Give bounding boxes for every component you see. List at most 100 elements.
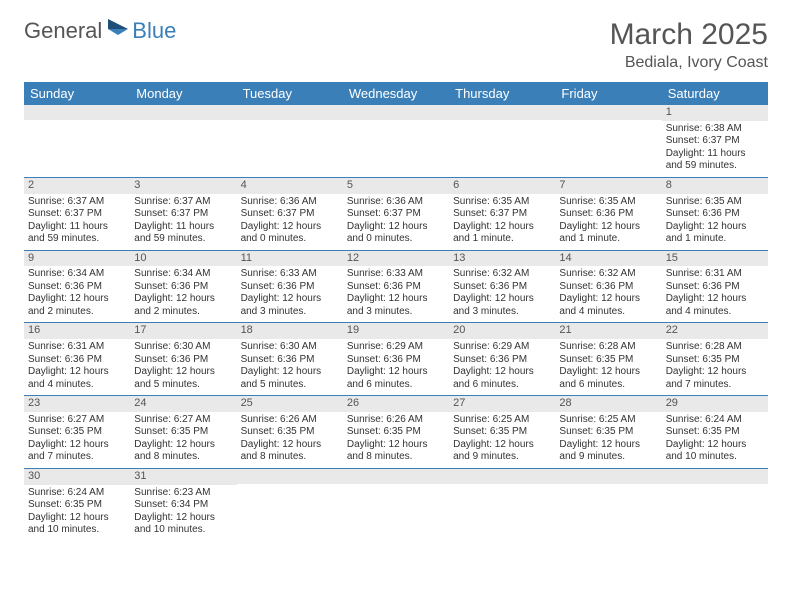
page-title: March 2025 — [610, 18, 768, 52]
calendar-row: 16 Sunrise: 6:31 AMSunset: 6:36 PMDayligh… — [24, 323, 768, 396]
calendar-cell: 6 Sunrise: 6:35 AMSunset: 6:37 PMDaylight… — [449, 177, 555, 250]
calendar-row: 23 Sunrise: 6:27 AMSunset: 6:35 PMDayligh… — [24, 396, 768, 469]
day-details: Sunrise: 6:36 AMSunset: 6:37 PMDaylight:… — [347, 196, 445, 246]
day-details: Sunrise: 6:31 AMSunset: 6:36 PMDaylight:… — [666, 268, 764, 318]
day-number: 28 — [555, 396, 661, 412]
calendar-cell — [662, 468, 768, 540]
day-details: Sunrise: 6:34 AMSunset: 6:36 PMDaylight:… — [134, 268, 232, 318]
calendar-cell — [449, 105, 555, 177]
day-number: 26 — [343, 396, 449, 412]
calendar-cell: 5 Sunrise: 6:36 AMSunset: 6:37 PMDaylight… — [343, 177, 449, 250]
day-details: Sunrise: 6:32 AMSunset: 6:36 PMDaylight:… — [559, 268, 657, 318]
calendar-cell: 10Sunrise: 6:34 AMSunset: 6:36 PMDayligh… — [130, 250, 236, 323]
day-number: 18 — [237, 323, 343, 339]
day-details: Sunrise: 6:30 AMSunset: 6:36 PMDaylight:… — [134, 341, 232, 391]
day-number — [343, 469, 449, 484]
day-number: 16 — [24, 323, 130, 339]
day-details: Sunrise: 6:35 AMSunset: 6:37 PMDaylight:… — [453, 196, 551, 246]
day-number: 4 — [237, 178, 343, 194]
day-details: Sunrise: 6:36 AMSunset: 6:37 PMDaylight:… — [241, 196, 339, 246]
logo-text-blue: Blue — [132, 18, 176, 44]
calendar-header-row: Sunday Monday Tuesday Wednesday Thursday… — [24, 82, 768, 105]
calendar-table: Sunday Monday Tuesday Wednesday Thursday… — [24, 82, 768, 541]
day-number: 30 — [24, 469, 130, 485]
calendar-cell: 17 Sunrise: 6:30 AMSunset: 6:36 PMDayligh… — [130, 323, 236, 396]
day-number: 11 — [237, 251, 343, 267]
day-header: Thursday — [449, 82, 555, 105]
calendar-row: 30 Sunrise: 6:24 AMSunset: 6:35 PMDayligh… — [24, 468, 768, 540]
day-details: Sunrise: 6:31 AMSunset: 6:36 PMDaylight:… — [28, 341, 126, 391]
day-number: 24 — [130, 396, 236, 412]
day-number: 17 — [130, 323, 236, 339]
calendar-cell — [343, 468, 449, 540]
day-details: Sunrise: 6:33 AMSunset: 6:36 PMDaylight:… — [241, 268, 339, 318]
day-details: Sunrise: 6:26 AMSunset: 6:35 PMDaylight:… — [241, 414, 339, 464]
day-number — [555, 469, 661, 484]
day-details: Sunrise: 6:35 AMSunset: 6:36 PMDaylight:… — [559, 196, 657, 246]
calendar-cell: 28 Sunrise: 6:25 AMSunset: 6:35 PMDayligh… — [555, 396, 661, 469]
calendar-cell: 3Sunrise: 6:37 AMSunset: 6:37 PMDaylight… — [130, 177, 236, 250]
day-number: 23 — [24, 396, 130, 412]
day-number — [343, 105, 449, 120]
calendar-cell — [555, 105, 661, 177]
logo-text-general: General — [24, 18, 102, 44]
day-number: 13 — [449, 251, 555, 267]
calendar-cell — [449, 468, 555, 540]
calendar-cell: 22Sunrise: 6:28 AMSunset: 6:35 PMDayligh… — [662, 323, 768, 396]
day-number: 31 — [130, 469, 236, 485]
day-details: Sunrise: 6:37 AMSunset: 6:37 PMDaylight:… — [134, 196, 232, 246]
calendar-cell: 19Sunrise: 6:29 AMSunset: 6:36 PMDayligh… — [343, 323, 449, 396]
calendar-cell: 27Sunrise: 6:25 AMSunset: 6:35 PMDayligh… — [449, 396, 555, 469]
day-details: Sunrise: 6:23 AMSunset: 6:34 PMDaylight:… — [134, 487, 232, 537]
day-number — [130, 105, 236, 120]
flag-icon — [106, 17, 130, 37]
calendar-cell: 16 Sunrise: 6:31 AMSunset: 6:36 PMDayligh… — [24, 323, 130, 396]
calendar-cell: 9Sunrise: 6:34 AMSunset: 6:36 PMDaylight… — [24, 250, 130, 323]
day-number: 1 — [662, 105, 768, 121]
calendar-cell: 7Sunrise: 6:35 AMSunset: 6:36 PMDaylight… — [555, 177, 661, 250]
title-block: March 2025 Bediala, Ivory Coast — [610, 18, 768, 72]
day-number: 20 — [449, 323, 555, 339]
day-number: 6 — [449, 178, 555, 194]
calendar-cell: 30 Sunrise: 6:24 AMSunset: 6:35 PMDayligh… — [24, 468, 130, 540]
calendar-cell: 12Sunrise: 6:33 AMSunset: 6:36 PMDayligh… — [343, 250, 449, 323]
page-subtitle: Bediala, Ivory Coast — [610, 54, 768, 72]
day-header: Wednesday — [343, 82, 449, 105]
day-number: 12 — [343, 251, 449, 267]
calendar-cell — [24, 105, 130, 177]
calendar-cell: 21Sunrise: 6:28 AMSunset: 6:35 PMDayligh… — [555, 323, 661, 396]
day-number: 29 — [662, 396, 768, 412]
calendar-cell: 25Sunrise: 6:26 AMSunset: 6:35 PMDayligh… — [237, 396, 343, 469]
day-number: 10 — [130, 251, 236, 267]
day-number: 5 — [343, 178, 449, 194]
header: General Blue March 2025 Bediala, Ivory C… — [24, 18, 768, 72]
day-details: Sunrise: 6:27 AMSunset: 6:35 PMDaylight:… — [28, 414, 126, 464]
calendar-cell — [237, 105, 343, 177]
calendar-cell: 15Sunrise: 6:31 AMSunset: 6:36 PMDayligh… — [662, 250, 768, 323]
calendar-cell: 24Sunrise: 6:27 AMSunset: 6:35 PMDayligh… — [130, 396, 236, 469]
day-details: Sunrise: 6:30 AMSunset: 6:36 PMDaylight:… — [241, 341, 339, 391]
calendar-cell: 31 Sunrise: 6:23 AMSunset: 6:34 PMDayligh… — [130, 468, 236, 540]
calendar-cell: 13Sunrise: 6:32 AMSunset: 6:36 PMDayligh… — [449, 250, 555, 323]
calendar-cell: 20Sunrise: 6:29 AMSunset: 6:36 PMDayligh… — [449, 323, 555, 396]
day-number: 15 — [662, 251, 768, 267]
day-details: Sunrise: 6:33 AMSunset: 6:36 PMDaylight:… — [347, 268, 445, 318]
calendar-cell — [555, 468, 661, 540]
calendar-cell — [237, 468, 343, 540]
day-details: Sunrise: 6:25 AMSunset: 6:35 PMDaylight:… — [559, 414, 657, 464]
calendar-row: 2Sunrise: 6:37 AMSunset: 6:37 PMDaylight… — [24, 177, 768, 250]
day-number: 14 — [555, 251, 661, 267]
day-details: Sunrise: 6:28 AMSunset: 6:35 PMDaylight:… — [559, 341, 657, 391]
day-number: 19 — [343, 323, 449, 339]
day-header: Friday — [555, 82, 661, 105]
calendar-cell: 2Sunrise: 6:37 AMSunset: 6:37 PMDaylight… — [24, 177, 130, 250]
day-number — [237, 469, 343, 484]
day-details: Sunrise: 6:24 AMSunset: 6:35 PMDaylight:… — [28, 487, 126, 537]
day-details: Sunrise: 6:25 AMSunset: 6:35 PMDaylight:… — [453, 414, 551, 464]
day-number: 9 — [24, 251, 130, 267]
calendar-row: 9Sunrise: 6:34 AMSunset: 6:36 PMDaylight… — [24, 250, 768, 323]
day-details: Sunrise: 6:28 AMSunset: 6:35 PMDaylight:… — [666, 341, 764, 391]
day-number: 8 — [662, 178, 768, 194]
calendar-cell: 14Sunrise: 6:32 AMSunset: 6:36 PMDayligh… — [555, 250, 661, 323]
day-details: Sunrise: 6:34 AMSunset: 6:36 PMDaylight:… — [28, 268, 126, 318]
